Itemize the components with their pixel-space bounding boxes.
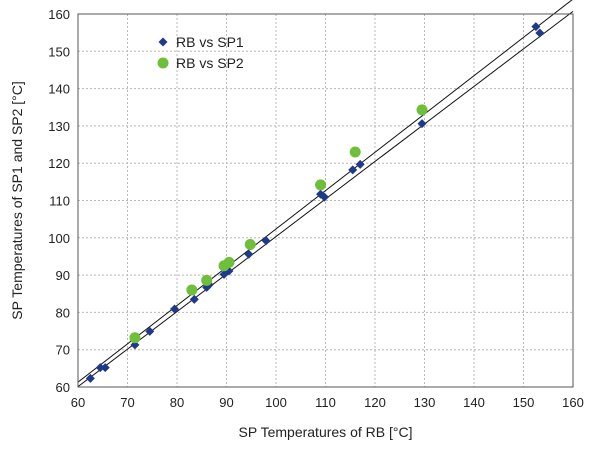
sp1-point (320, 192, 330, 202)
x-tick-label: 90 (219, 395, 233, 410)
sp1-point (261, 236, 271, 246)
sp1-point (244, 249, 254, 259)
sp2-point (223, 256, 235, 268)
x-tick-label: 160 (562, 395, 584, 410)
sp1-point (355, 159, 365, 169)
y-tick-label: 130 (48, 119, 70, 134)
x-tick-label: 70 (120, 395, 134, 410)
x-tick-label: 130 (414, 395, 436, 410)
legend-label-sp2: RB vs SP2 (176, 55, 244, 71)
y-tick-label: 140 (48, 82, 70, 97)
legend-item-sp1: RB vs SP1 (158, 34, 244, 50)
y-tick-label: 90 (56, 268, 70, 283)
x-tick-label: 140 (463, 395, 485, 410)
sp1-point (531, 22, 541, 32)
y-tick-label: 110 (49, 194, 70, 209)
y-axis-ticks: 60 70 80 90 100 110 120 130 140 150 160 (48, 7, 70, 395)
grid (78, 14, 573, 387)
y-tick-label: 120 (48, 156, 70, 171)
sp1-point (170, 304, 180, 314)
trendline (77, 0, 573, 383)
sp1-point (348, 165, 358, 175)
x-axis-title: SP Temperatures of RB [°C] (239, 424, 413, 440)
y-tick-label: 100 (48, 231, 70, 246)
sp1-point (95, 363, 105, 373)
sp1-point (85, 373, 95, 383)
sp2-point (129, 332, 141, 344)
x-tick-label: 60 (71, 395, 85, 410)
y-axis-title: SP Temperatures of SP1 and SP2 [°C] (9, 81, 25, 320)
y-tick-label: 80 (56, 305, 70, 320)
sp2-point (244, 239, 256, 251)
sp1-point (417, 119, 427, 129)
legend-label-sp1: RB vs SP1 (176, 34, 244, 50)
sp2-point (201, 274, 213, 286)
sp2-point (349, 146, 361, 158)
legend-item-sp2: RB vs SP2 (157, 55, 244, 71)
x-tick-label: 150 (513, 395, 535, 410)
legend-circle-marker (157, 57, 169, 69)
x-tick-label: 110 (315, 395, 336, 410)
trendlines (77, 0, 574, 388)
x-tick-label: 100 (265, 395, 287, 410)
sp2-point (186, 284, 198, 296)
sp1-point (145, 326, 155, 336)
y-tick-label: 60 (56, 380, 70, 395)
legend-diamond-marker (158, 37, 168, 47)
x-tick-label: 120 (364, 395, 386, 410)
sp2-point (416, 104, 428, 116)
sp1-point (189, 294, 199, 304)
data-points (85, 22, 545, 383)
y-tick-label: 160 (48, 7, 70, 22)
sp2-point (315, 179, 327, 191)
y-tick-label: 150 (48, 44, 70, 59)
sp1-point (100, 363, 110, 373)
legend: RB vs SP1 RB vs SP2 (157, 34, 244, 71)
x-axis-ticks: 60 70 80 90 100 110 120 130 140 150 160 (71, 395, 584, 410)
x-tick-label: 80 (170, 395, 184, 410)
sp1-point (535, 28, 545, 38)
plot-frame (77, 13, 574, 388)
y-tick-label: 70 (56, 343, 70, 358)
